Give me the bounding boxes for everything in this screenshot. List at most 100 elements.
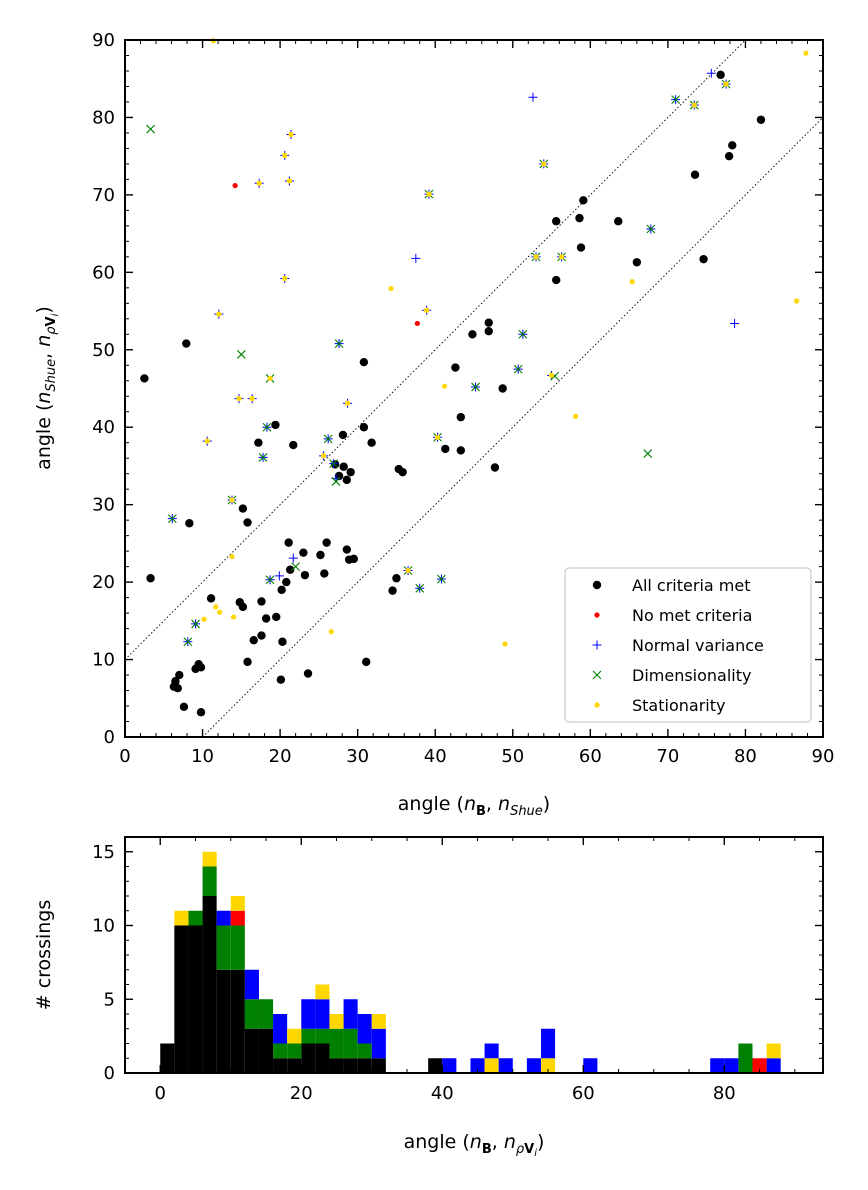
point-dimensionality (167, 514, 177, 523)
point-dimensionality (291, 562, 301, 572)
legend-marker-no-met-criteria (594, 612, 600, 618)
point-stationarity (723, 81, 729, 87)
x-tick-label: 40 (424, 746, 447, 767)
bar-normal-variance (442, 1058, 457, 1073)
point-all-criteria-met (322, 538, 331, 547)
bar-all-criteria-met (287, 1058, 302, 1073)
bar-normal-variance (484, 1043, 499, 1059)
y-tick-label: 10 (92, 650, 115, 671)
point-all-criteria-met (185, 519, 194, 528)
point-no-met-criteria (414, 320, 420, 327)
bar-all-criteria-met (428, 1058, 443, 1073)
point-stationarity (236, 395, 242, 402)
bar-all-criteria-met (230, 969, 245, 1073)
point-dimensionality (471, 382, 480, 392)
point-dimensionality (671, 95, 681, 105)
hist-y-tick-label: 15 (92, 842, 115, 863)
point-stationarity (344, 400, 351, 406)
y-tick-label: 30 (92, 495, 115, 516)
point-all-criteria-met (257, 631, 266, 640)
point-all-criteria-met (238, 504, 248, 513)
point-stationarity (541, 161, 547, 167)
bar-all-criteria-met (301, 1043, 316, 1073)
y-tick-label: 60 (92, 262, 115, 283)
point-all-criteria-met (614, 217, 623, 226)
point-dimensionality (437, 574, 446, 584)
point-all-criteria-met (392, 574, 401, 583)
hist-y-tick-label: 5 (104, 989, 115, 1010)
point-all-criteria-met (552, 217, 561, 226)
point-all-criteria-met (277, 585, 286, 595)
histogram-x-axis-label: angle (nB, nρVi) (404, 1131, 545, 1159)
bar-normal-variance (273, 1014, 288, 1044)
histogram-bars (160, 851, 781, 1073)
bar-normal-variance (766, 1058, 781, 1073)
point-all-criteria-met (388, 586, 397, 595)
point-all-criteria-met (261, 614, 271, 623)
point-dimensionality (323, 434, 333, 444)
point-all-criteria-met (456, 412, 466, 422)
legend-box (564, 567, 812, 723)
point-all-criteria-met (238, 602, 248, 612)
point-dimensionality (646, 224, 656, 234)
point-all-criteria-met (490, 463, 500, 472)
point-all-criteria-met (484, 326, 493, 336)
bar-dimensionality (244, 999, 259, 1029)
point-all-criteria-met (272, 612, 281, 622)
point-all-criteria-met (359, 357, 369, 367)
point-all-criteria-met (271, 420, 280, 430)
point-all-criteria-met (367, 438, 376, 447)
point-all-criteria-met (349, 554, 358, 564)
bar-normal-variance (710, 1058, 725, 1073)
point-stationarity (533, 254, 539, 260)
point-dimensionality (518, 329, 528, 339)
y-tick-label: 90 (92, 30, 115, 51)
point-stationarity (629, 279, 635, 285)
bar-dimensionality (315, 1028, 330, 1044)
bar-stationarity (287, 1028, 302, 1044)
bar-stationarity (371, 1014, 386, 1029)
bar-all-criteria-met (343, 1058, 358, 1073)
bar-stationarity (766, 1043, 781, 1059)
x-tick-label: 0 (119, 746, 130, 767)
point-stationarity (405, 567, 411, 574)
point-all-criteria-met (289, 440, 298, 450)
point-all-criteria-met (320, 569, 329, 578)
point-all-criteria-met (699, 254, 708, 264)
point-stationarity (213, 604, 219, 610)
bar-all-criteria-met (160, 1043, 175, 1073)
bar-normal-variance (371, 1028, 386, 1059)
point-all-criteria-met (552, 275, 561, 285)
point-stationarity (691, 102, 697, 108)
series-stationarity (201, 38, 809, 647)
point-dimensionality (265, 575, 275, 585)
point-stationarity (803, 50, 809, 56)
x-tick-label: 50 (501, 746, 524, 767)
scatter-points (140, 38, 809, 717)
point-stationarity (217, 609, 223, 615)
bar-stationarity (174, 910, 189, 926)
point-dimensionality (146, 124, 155, 134)
series-dimensionality (146, 79, 731, 647)
y-tick-label: 80 (92, 107, 115, 128)
hist-y-tick-label: 0 (104, 1063, 115, 1084)
point-all-criteria-met (303, 669, 313, 678)
point-all-criteria-met (182, 339, 191, 348)
bar-normal-variance (216, 910, 231, 926)
bar-all-criteria-met (174, 925, 189, 1073)
point-normal-variance (528, 92, 538, 102)
point-stationarity (288, 131, 294, 138)
point-all-criteria-met (498, 384, 507, 393)
x-tick-label: 80 (734, 746, 757, 767)
point-all-criteria-met (359, 423, 369, 432)
histogram-panel: 0 20 40 60 80 0 5 10 15 angle (nB, nρVi) # cross… (33, 836, 824, 1159)
point-all-criteria-met (196, 708, 206, 717)
point-dimensionality (191, 619, 200, 629)
point-dimensionality (258, 453, 268, 462)
series-normal-variance (167, 68, 740, 647)
point-dimensionality (415, 583, 425, 593)
bar-normal-variance (583, 1058, 598, 1073)
point-all-criteria-met (285, 565, 295, 574)
point-normal-variance (411, 253, 421, 263)
point-stationarity (286, 178, 293, 184)
